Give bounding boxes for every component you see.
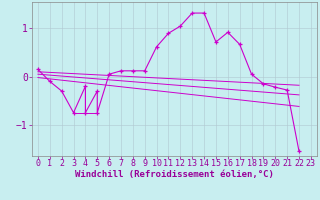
X-axis label: Windchill (Refroidissement éolien,°C): Windchill (Refroidissement éolien,°C) (75, 170, 274, 179)
